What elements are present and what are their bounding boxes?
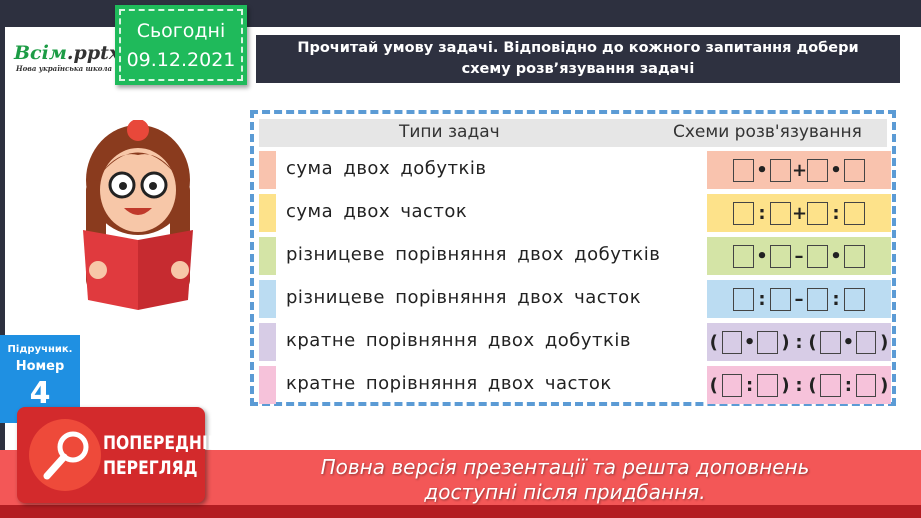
bottom-strip [0,505,921,518]
date-value: 09.12.2021 [126,49,236,71]
task-type: різницеве порівняння двох часток [286,287,642,308]
table-row: різницеве порівняння двох часток : –: [259,280,891,318]
task-type: сума двох часток [286,201,468,222]
empty-box [757,330,778,354]
empty-box [844,244,865,268]
color-swatch [259,194,276,232]
table-row: сума двох добутків • + • [259,151,891,189]
empty-box [844,287,865,311]
color-swatch [259,237,276,275]
empty-box [721,373,742,397]
empty-box [757,373,778,397]
task-title: Прочитай умову задачі. Відповідно до кож… [256,35,900,83]
task-table: Типи задач Схеми розв'язування сума двох… [250,110,896,406]
magnifier-icon [43,431,89,480]
solution-scheme: : –: [707,280,891,318]
solution-scheme: • – • [707,237,891,275]
table-row: кратне порівняння двох часток (:):(:) [259,366,891,404]
table-header: Типи задач Схеми розв'язування [259,119,887,147]
empty-box [807,158,828,182]
empty-box [721,330,742,354]
empty-box [844,201,865,225]
empty-box [770,201,791,225]
solution-scheme: : +: [707,194,891,232]
column-header-schemes: Схеми розв'язування [673,122,862,142]
empty-box [807,244,828,268]
empty-box [820,330,841,354]
logo: Всім.pptx Нова українська школа [14,42,121,73]
task-type: різницеве порівняння двох добутків [286,244,661,265]
empty-box [733,201,754,225]
table-row: різницеве порівняння двох добутків • – • [259,237,891,275]
empty-box [770,158,791,182]
date-badge: Сьогодні 09.12.2021 [115,5,247,85]
empty-box [807,201,828,225]
color-swatch [259,323,276,361]
empty-box [856,373,877,397]
task-type: кратне порівняння двох добутків [286,330,631,351]
empty-box [770,244,791,268]
color-swatch [259,151,276,189]
solution-scheme: (:):(:) [707,366,891,404]
color-swatch [259,280,276,318]
empty-box [856,330,877,354]
task-type: сума двох добутків [286,158,487,179]
table-row: сума двох часток : +: [259,194,891,232]
table-row: кратне порівняння двох добутків (•):(•) [259,323,891,361]
color-swatch [259,366,276,404]
empty-box [770,287,791,311]
empty-box [733,287,754,311]
empty-box [820,373,841,397]
girl-reading-illustration [83,120,193,310]
empty-box [733,158,754,182]
empty-box [807,287,828,311]
task-type: кратне порівняння двох часток [286,373,612,394]
column-header-types: Типи задач [399,122,500,142]
today-label: Сьогодні [136,20,226,42]
empty-box [733,244,754,268]
solution-scheme: • + • [707,151,891,189]
solution-scheme: (•):(•) [707,323,891,361]
preview-badge: ПОПЕРЕДНІЙ ПЕРЕГЛЯД [17,407,221,503]
empty-box [844,158,865,182]
